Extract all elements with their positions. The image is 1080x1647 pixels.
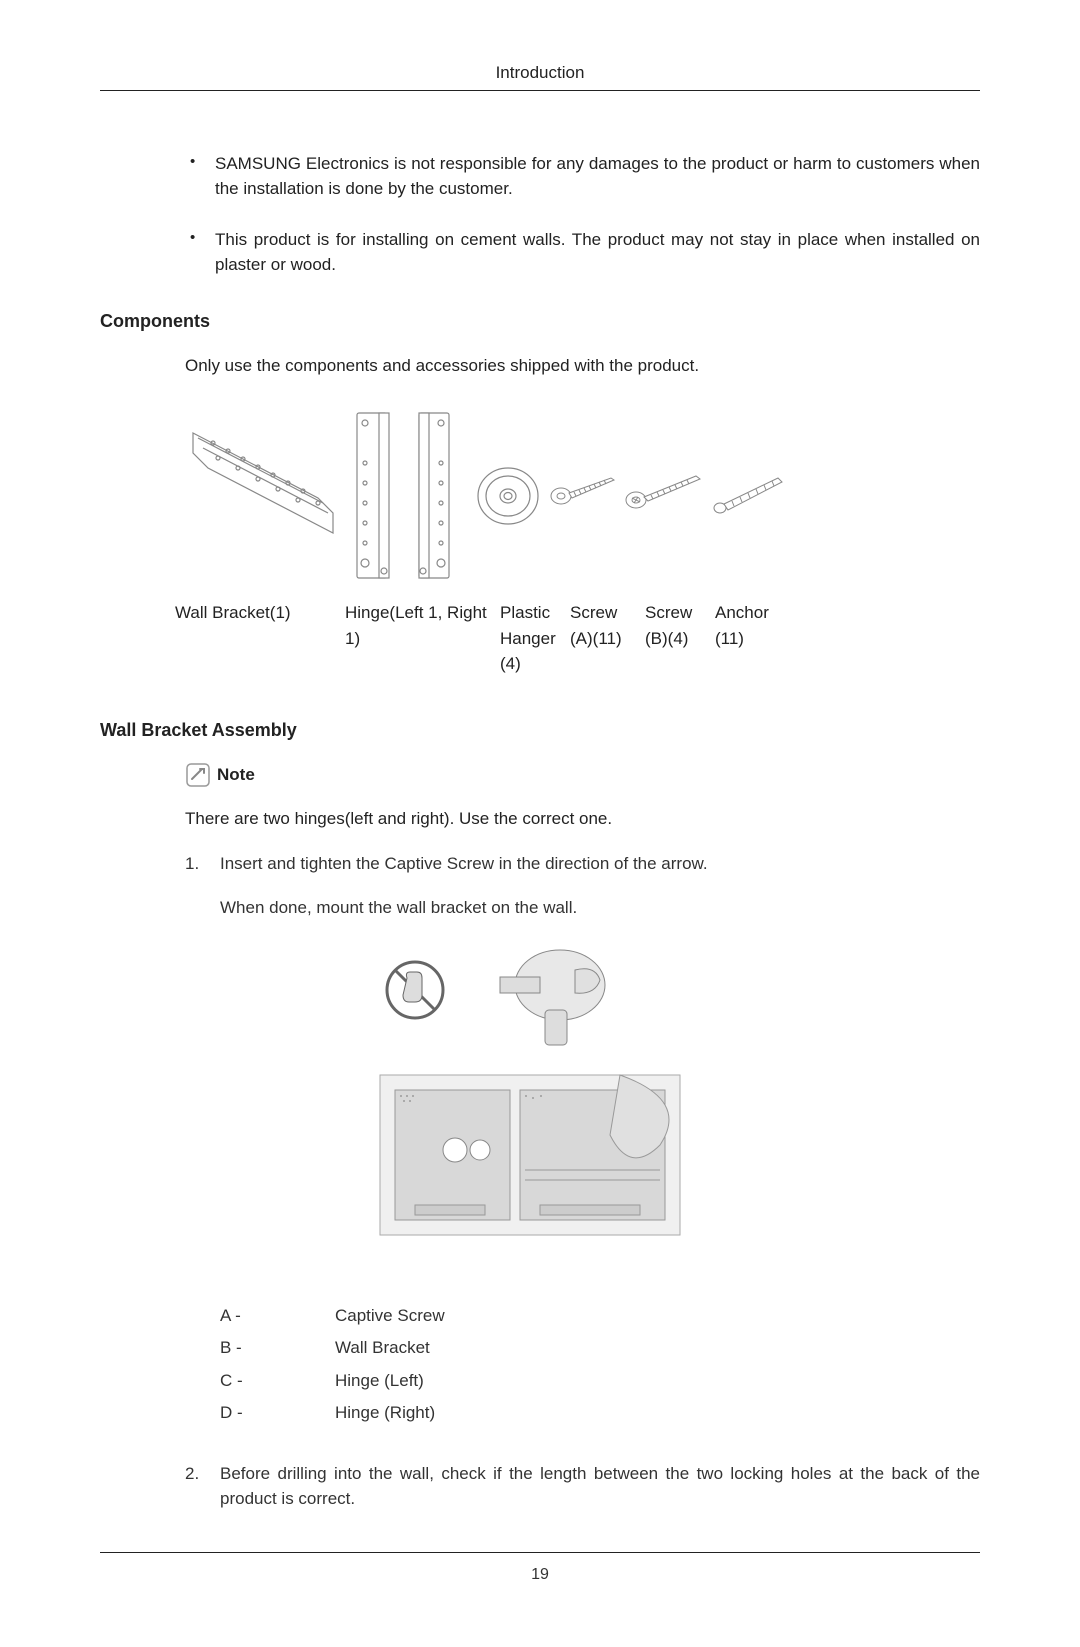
warning-list: SAMSUNG Electronics is not responsible f… — [185, 151, 980, 278]
warning-item: SAMSUNG Electronics is not responsible f… — [185, 151, 980, 202]
page-number: 19 — [100, 1563, 980, 1587]
page-header: Introduction — [100, 60, 980, 91]
legend-table: A - Captive Screw B - Wall Bracket C - H… — [220, 1303, 980, 1426]
legend-key-d: D - — [220, 1400, 335, 1426]
assembly-heading: Wall Bracket Assembly — [100, 717, 980, 744]
step-2-text: Before drilling into the wall, check if … — [220, 1461, 980, 1512]
step-2-number: 2. — [185, 1461, 220, 1512]
wall-bracket-label: Wall Bracket(1) — [175, 600, 345, 677]
note-row: Note — [185, 762, 980, 788]
hinge-label: Hinge(Left 1, Right 1) — [345, 600, 500, 677]
step-2: 2. Before drilling into the wall, check … — [185, 1461, 980, 1512]
header-rule — [100, 90, 980, 91]
header-title: Introduction — [100, 60, 980, 86]
legend-key-a: A - — [220, 1303, 335, 1329]
screw-b-image — [622, 468, 707, 523]
legend-row-d: D - Hinge (Right) — [220, 1400, 980, 1426]
warning-item: This product is for installing on cement… — [185, 227, 980, 278]
hinge-left-image — [345, 403, 407, 588]
anchor-image — [707, 468, 792, 523]
assembly-diagram — [360, 935, 980, 1263]
step-1-text: Insert and tighten the Captive Screw in … — [220, 851, 980, 877]
legend-value-a: Captive Screw — [335, 1303, 445, 1329]
screw-b-label: Screw (B)(4) — [645, 600, 715, 677]
note-icon — [185, 762, 211, 788]
legend-value-c: Hinge (Left) — [335, 1368, 424, 1394]
wall-bracket-image — [185, 403, 345, 588]
legend-value-b: Wall Bracket — [335, 1335, 430, 1361]
components-intro: Only use the components and accessories … — [185, 353, 980, 379]
components-heading: Components — [100, 308, 980, 335]
legend-row-a: A - Captive Screw — [220, 1303, 980, 1329]
screw-a-image — [547, 468, 622, 523]
screw-a-label: Screw (A)(11) — [570, 600, 645, 677]
note-text: There are two hinges(left and right). Us… — [185, 806, 980, 832]
plastic-hanger-image — [469, 461, 547, 531]
step-1-sub: When done, mount the wall bracket on the… — [220, 895, 980, 921]
legend-key-b: B - — [220, 1335, 335, 1361]
legend-key-c: C - — [220, 1368, 335, 1394]
components-labels-row: Wall Bracket(1) Hinge(Left 1, Right 1) P… — [175, 600, 980, 677]
anchor-label: Anchor (11) — [715, 600, 785, 677]
step-1-number: 1. — [185, 851, 220, 877]
legend-value-d: Hinge (Right) — [335, 1400, 435, 1426]
legend-row-b: B - Wall Bracket — [220, 1335, 980, 1361]
footer-rule — [100, 1552, 980, 1553]
plastic-hanger-label: Plastic Hanger (4) — [500, 600, 570, 677]
step-1: 1. Insert and tighten the Captive Screw … — [185, 851, 980, 877]
hinge-right-image — [407, 403, 469, 588]
legend-row-c: C - Hinge (Left) — [220, 1368, 980, 1394]
note-label: Note — [217, 762, 255, 788]
components-illustration-row — [185, 403, 980, 588]
